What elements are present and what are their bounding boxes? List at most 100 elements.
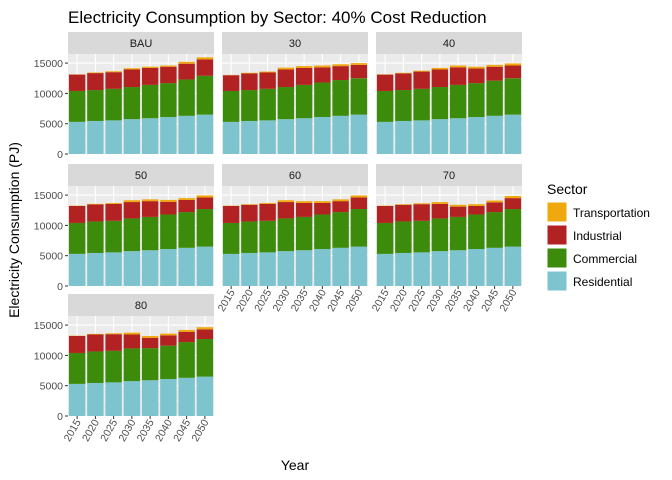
bar-commercial-2035: [141, 216, 159, 251]
bar-commercial-2030: [431, 87, 449, 120]
facet-strip: [68, 164, 214, 186]
bar-industrial-2015: [376, 74, 394, 91]
bar-commercial-2050: [196, 339, 214, 377]
bar-transportation-2025: [413, 70, 430, 72]
bar-commercial-2045: [178, 342, 195, 378]
bar-industrial-2030: [123, 334, 141, 349]
bar-commercial-2020: [241, 90, 258, 121]
bar-residential-2040: [160, 117, 177, 154]
x-tick-label: 2040: [153, 417, 175, 443]
bar-commercial-2035: [141, 84, 159, 119]
bar-residential-2035: [295, 118, 313, 154]
x-tick-label: 2025: [98, 417, 120, 443]
bar-transportation-2050: [504, 196, 522, 199]
bar-residential-2015: [376, 253, 394, 286]
bar-commercial-2035: [295, 216, 313, 251]
bar-residential-2030: [431, 251, 449, 286]
bar-commercial-2045: [332, 212, 349, 248]
bar-transportation-2040: [468, 204, 485, 206]
facet-strip-label: 30: [289, 38, 301, 50]
bar-industrial-2050: [504, 65, 522, 79]
bar-industrial-2025: [259, 72, 276, 89]
x-tick-label: 2020: [388, 287, 410, 313]
bar-transportation-2020: [87, 333, 104, 335]
bar-transportation-2050: [350, 63, 368, 65]
bar-industrial-2035: [141, 337, 159, 349]
bar-residential-2035: [449, 118, 467, 154]
bar-industrial-2015: [222, 206, 240, 223]
x-tick-label: 2050: [343, 287, 365, 313]
bar-transportation-2050: [350, 195, 368, 198]
x-tick-label: 2030: [270, 287, 292, 313]
bar-residential-2015: [68, 121, 86, 154]
bar-residential-2030: [123, 119, 141, 154]
bar-industrial-2040: [468, 68, 485, 84]
bar-industrial-2045: [178, 63, 195, 80]
bar-residential-2030: [431, 119, 449, 154]
bar-industrial-2025: [413, 204, 430, 221]
bar-industrial-2030: [123, 202, 141, 219]
bar-commercial-2025: [105, 350, 122, 383]
bar-residential-2025: [105, 120, 122, 154]
bar-commercial-2025: [105, 88, 122, 121]
bar-residential-2025: [259, 252, 276, 286]
bar-residential-2040: [468, 117, 485, 154]
x-tick-label: 2030: [116, 417, 138, 443]
bar-industrial-2020: [87, 334, 104, 352]
bar-industrial-2025: [259, 203, 276, 221]
bar-residential-2045: [332, 115, 349, 154]
bar-transportation-2025: [105, 202, 122, 204]
bar-commercial-2025: [413, 88, 430, 121]
bar-commercial-2025: [259, 88, 276, 121]
bar-residential-2045: [178, 115, 195, 154]
y-tick-label: 10000: [34, 350, 63, 362]
x-tick-label: 2035: [135, 417, 157, 443]
legend-label-commercial: Commercial: [573, 252, 637, 266]
bar-transportation-2040: [160, 199, 177, 202]
bar-commercial-2015: [376, 90, 394, 122]
bar-commercial-2020: [87, 351, 104, 383]
facet-panel-30: 30: [222, 32, 368, 155]
x-tick-label: 2050: [497, 287, 519, 313]
bar-residential-2040: [160, 379, 177, 416]
bar-commercial-2050: [350, 78, 368, 115]
bar-industrial-2040: [160, 201, 177, 215]
x-tick-label: 2030: [424, 287, 446, 313]
bar-commercial-2020: [241, 221, 258, 253]
bar-industrial-2030: [431, 203, 449, 219]
bar-industrial-2025: [105, 203, 122, 221]
x-tick-label: 2035: [289, 287, 311, 313]
bar-residential-2035: [449, 250, 467, 286]
facet-panel-50: 50 0 5000 10000 15000: [34, 164, 214, 293]
bar-transportation-2030: [431, 67, 449, 70]
y-tick-label: 15000: [34, 320, 63, 332]
bar-transportation-2035: [141, 66, 159, 68]
x-tick-label: 2015: [370, 287, 392, 313]
facet-strip: [376, 32, 522, 54]
bar-industrial-2045: [486, 202, 503, 213]
bar-industrial-2040: [468, 206, 485, 215]
bar-residential-2050: [504, 114, 522, 154]
bar-commercial-2040: [314, 214, 331, 250]
bar-industrial-2050: [350, 197, 368, 210]
bar-transportation-2030: [123, 200, 141, 203]
bar-commercial-2015: [222, 222, 240, 254]
bar-transportation-2025: [413, 203, 430, 205]
bar-industrial-2015: [68, 206, 86, 223]
bar-industrial-2040: [314, 67, 331, 83]
y-tick-label: 5000: [40, 381, 64, 393]
bar-residential-2035: [141, 380, 159, 416]
bar-commercial-2025: [259, 220, 276, 253]
facet-strip: [222, 32, 368, 54]
bar-industrial-2020: [87, 204, 104, 222]
bar-commercial-2020: [395, 90, 412, 121]
bar-transportation-2050: [196, 57, 214, 60]
bar-industrial-2045: [332, 66, 349, 81]
bar-commercial-2035: [295, 84, 313, 119]
bar-commercial-2040: [160, 83, 177, 118]
facet-strip: [68, 32, 214, 54]
facet-panels: BAU 0 5000 10000 15000 30 40 50 0 5000 10000 15000 6…: [34, 32, 522, 444]
bar-transportation-2045: [178, 61, 195, 64]
facet-strip-label: 80: [135, 300, 147, 312]
